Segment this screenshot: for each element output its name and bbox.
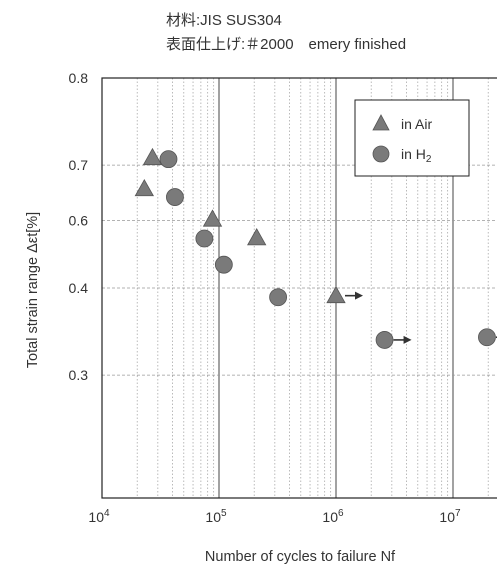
circle-marker [214,255,233,274]
y-tick-label: 0.4 [69,280,89,296]
circle-marker [269,288,288,307]
legend-label-h2-main: in H [401,146,426,162]
x-tick-label-exponent: 4 [104,508,110,519]
triangle-marker [326,285,346,304]
y-axis-label: Total strain range Δεt[%] [25,212,41,368]
x-tick-label-base: 10 [88,509,104,525]
runout-arrow-head [355,291,363,300]
x-tick-label-exponent: 7 [455,508,461,519]
legend-label-h2: in H2 [401,146,432,165]
triangle-marker [142,147,163,166]
legend-label-air: in Air [401,116,432,132]
x-tick-label: 104 [88,508,110,525]
x-tick-label: 107 [439,508,461,525]
data-marks [134,147,497,349]
material-note: 材料:JIS SUS304 [166,12,282,29]
legend-circle-marker [372,145,390,163]
x-tick-label-base: 10 [439,509,455,525]
triangle-marker [134,178,155,197]
triangle-marker [202,209,223,227]
x-tick-label-base: 10 [322,509,338,525]
x-tick-label: 105 [205,508,227,525]
plot-frame [101,77,497,499]
x-tick-label-exponent: 5 [221,508,227,519]
y-tick-label: 0.7 [69,157,89,173]
x-tick-label: 106 [322,508,344,525]
y-tick-label: 0.8 [69,70,89,86]
legend-label-h2-sub: 2 [426,154,432,165]
circle-marker [195,229,214,248]
triangle-marker [247,228,267,246]
circle-marker [159,150,178,169]
legend-box [354,99,470,177]
legend: in Air in H2 [354,99,470,177]
y-tick-label: 0.3 [69,367,89,383]
circle-marker [375,331,394,349]
circle-marker [166,188,184,206]
x-axis-label: Number of cycles to failure Nf [205,549,396,565]
x-tick-label-base: 10 [205,509,221,525]
legend-triangle-marker [372,114,390,131]
finish-note: 表面仕上げ:＃2000 emery finished [166,36,406,53]
circle-marker [478,328,496,347]
x-tick-label-exponent: 6 [338,508,344,519]
runout-arrow-head [403,335,412,344]
y-tick-label: 0.6 [69,212,89,228]
